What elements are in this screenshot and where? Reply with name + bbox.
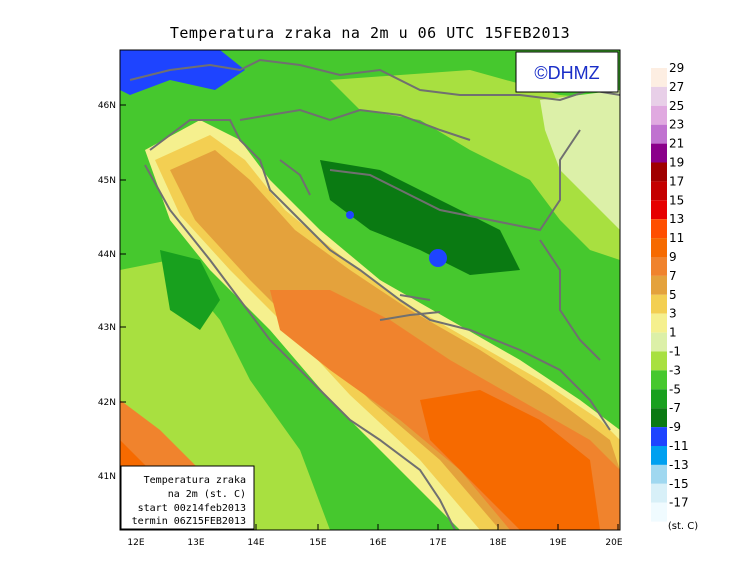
scale-swatch <box>651 313 667 333</box>
scale-swatch <box>651 332 667 352</box>
temperature-field <box>120 50 620 530</box>
scale-swatch <box>651 257 667 276</box>
east-adriatic-coast <box>149 119 611 431</box>
lat-label: 43N <box>98 323 116 333</box>
cold-spot-lika <box>346 211 354 219</box>
scale-label: 15 <box>669 193 684 207</box>
map-title: Temperatura zraka na 2m u 06 UTC 15FEB20… <box>169 24 571 42</box>
cold-patch-alps <box>120 50 245 95</box>
field-minus5-apennines <box>160 250 220 330</box>
info-box <box>120 465 255 530</box>
scale-label: -11 <box>669 439 689 453</box>
lat-labels: 46N 45N 44N 43N 42N 41N <box>98 101 116 482</box>
lon-label: 14E <box>247 538 264 548</box>
lon-label: 20E <box>605 538 622 548</box>
lon-label: 13E <box>187 538 204 548</box>
inland-border <box>539 239 601 361</box>
scale-swatch <box>651 86 667 106</box>
scale-swatch <box>651 464 667 484</box>
scale-label: 11 <box>669 231 684 245</box>
lon-label: 17E <box>429 538 446 548</box>
scale-swatch <box>651 105 667 125</box>
scale-swatch <box>651 143 667 163</box>
scale-swatch <box>651 181 667 201</box>
scale-label: 25 <box>669 99 684 113</box>
scale-swatch <box>651 275 667 295</box>
scale-label: 1 <box>669 326 677 340</box>
island-krk <box>279 159 311 196</box>
scale-label: 21 <box>669 137 684 151</box>
scale-swatch <box>651 483 667 503</box>
scale-swatch <box>651 124 667 144</box>
lon-labels: 12E 13E 14E 15E 16E 17E 18E 19E 20E <box>127 538 622 548</box>
plot-frame <box>119 49 621 531</box>
scale-label: -5 <box>669 382 681 396</box>
lon-label: 12E <box>127 538 144 548</box>
scale-swatch <box>651 351 667 371</box>
lat-label: 41N <box>98 472 116 482</box>
scale-swatch <box>651 408 667 428</box>
scale-label: 5 <box>669 288 677 302</box>
scale-label: 13 <box>669 212 684 226</box>
lon-label: 18E <box>489 538 506 548</box>
scale-label: -9 <box>669 420 681 434</box>
scale-swatch <box>651 68 667 87</box>
coastlines <box>129 58 620 530</box>
scale-label: -7 <box>669 401 681 415</box>
dhmz-logo-box <box>515 51 619 93</box>
scale-label: 3 <box>669 307 677 321</box>
croatia-slovenia-border <box>239 108 471 141</box>
info-line: na 2m (st. C) <box>168 489 246 500</box>
scale-label: -3 <box>669 363 681 377</box>
scale-swatch <box>651 446 667 465</box>
info-line: Temperatura zraka <box>144 475 246 486</box>
scale-label: 9 <box>669 250 677 264</box>
scale-label: -13 <box>669 458 689 472</box>
scale-label: 17 <box>669 174 684 188</box>
scale-label: 7 <box>669 269 677 283</box>
cold-spot-bosnia <box>429 249 447 267</box>
northern-border <box>129 58 620 102</box>
color-scale: 29 27 25 23 21 19 17 15 13 11 9 7 5 3 1 -1 -3 -5 -7 -9 -11 -1… <box>651 61 689 522</box>
scale-label: 29 <box>669 61 684 75</box>
info-line: termin 06Z15FEB2013 <box>132 516 246 527</box>
scale-swatch <box>651 219 667 239</box>
scale-unit: (st. C) <box>668 521 698 532</box>
scale-swatch <box>651 370 667 390</box>
field-plus1-northeast <box>540 90 620 230</box>
scale-swatch <box>651 238 667 257</box>
scale-label: 19 <box>669 156 684 170</box>
lat-ticks <box>120 104 126 477</box>
lat-label: 44N <box>98 250 116 260</box>
scale-label: -17 <box>669 496 689 510</box>
scale-swatch <box>651 389 667 409</box>
lat-label: 45N <box>98 176 116 186</box>
scale-swatch <box>651 427 667 446</box>
info-line: start 00z14feb2013 <box>138 503 246 514</box>
island-hvar <box>379 311 441 321</box>
scale-label: 23 <box>669 118 684 132</box>
lon-label: 15E <box>309 538 326 548</box>
croatia-bosnia-border <box>329 129 581 232</box>
scale-swatch <box>651 162 667 182</box>
lon-label: 19E <box>549 538 566 548</box>
scale-swatch <box>651 502 667 522</box>
lon-label: 16E <box>369 538 386 548</box>
lat-label: 46N <box>98 101 116 111</box>
dhmz-logo: ©DHMZ <box>534 63 599 83</box>
field-minus7-dinaric <box>320 160 520 275</box>
field-plus11-sea <box>420 390 600 530</box>
west-adriatic-coast <box>144 164 456 530</box>
scale-label: -15 <box>669 477 689 491</box>
scale-swatch <box>651 294 667 314</box>
scale-label: 27 <box>669 80 684 94</box>
lat-label: 42N <box>98 398 116 408</box>
scale-label: -1 <box>669 345 681 359</box>
scale-swatch <box>651 200 667 220</box>
island-brac <box>399 294 431 301</box>
